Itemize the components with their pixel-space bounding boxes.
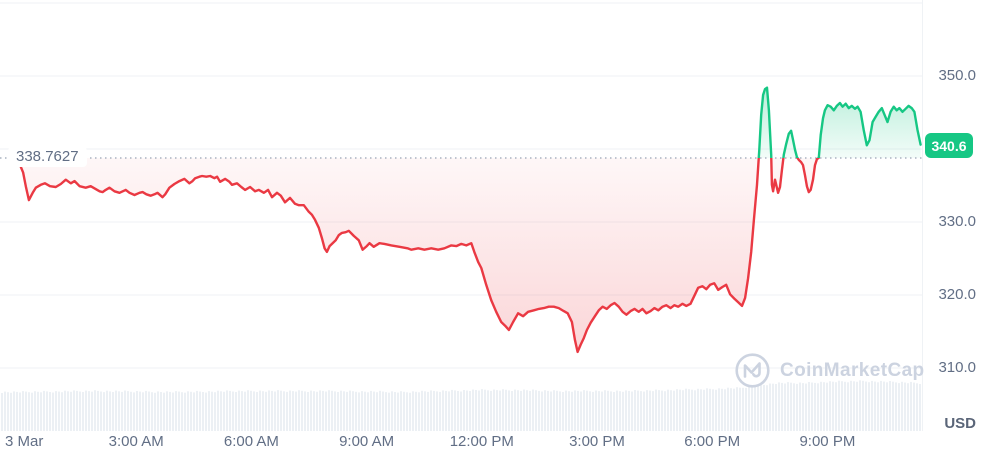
y-tick-label: 310.0 bbox=[938, 359, 976, 376]
x-tick-label: 3:00 PM bbox=[569, 433, 625, 450]
x-tick-label: 9:00 AM bbox=[339, 433, 395, 450]
watermark: CoinMarketCap bbox=[734, 352, 925, 389]
y-tick-label: 320.0 bbox=[938, 286, 976, 303]
price-line-down bbox=[15, 158, 820, 354]
x-tick-label: 6:00 PM bbox=[684, 433, 741, 450]
x-tick-label: 3:00 AM bbox=[108, 433, 164, 450]
y-tick-label: 350.0 bbox=[938, 67, 976, 84]
x-tick-label: 9:00 PM bbox=[799, 433, 856, 450]
volume-bars bbox=[1, 380, 921, 431]
coinmarketcap-logo-icon bbox=[735, 353, 770, 388]
y-tick-label: 330.0 bbox=[938, 213, 976, 230]
x-tick-label: 3 Mar bbox=[5, 433, 44, 450]
area-above-open bbox=[17, 87, 921, 159]
x-tick-label: 12:00 PM bbox=[449, 433, 514, 450]
open-price-label: 338.7627 bbox=[8, 147, 87, 167]
current-price-badge: 340.6 bbox=[925, 133, 973, 158]
y-axis-unit: USD bbox=[944, 415, 976, 432]
x-tick-label: 6:00 AM bbox=[223, 433, 279, 450]
watermark-text: CoinMarketCap bbox=[780, 359, 925, 381]
area-below-open bbox=[17, 158, 819, 352]
